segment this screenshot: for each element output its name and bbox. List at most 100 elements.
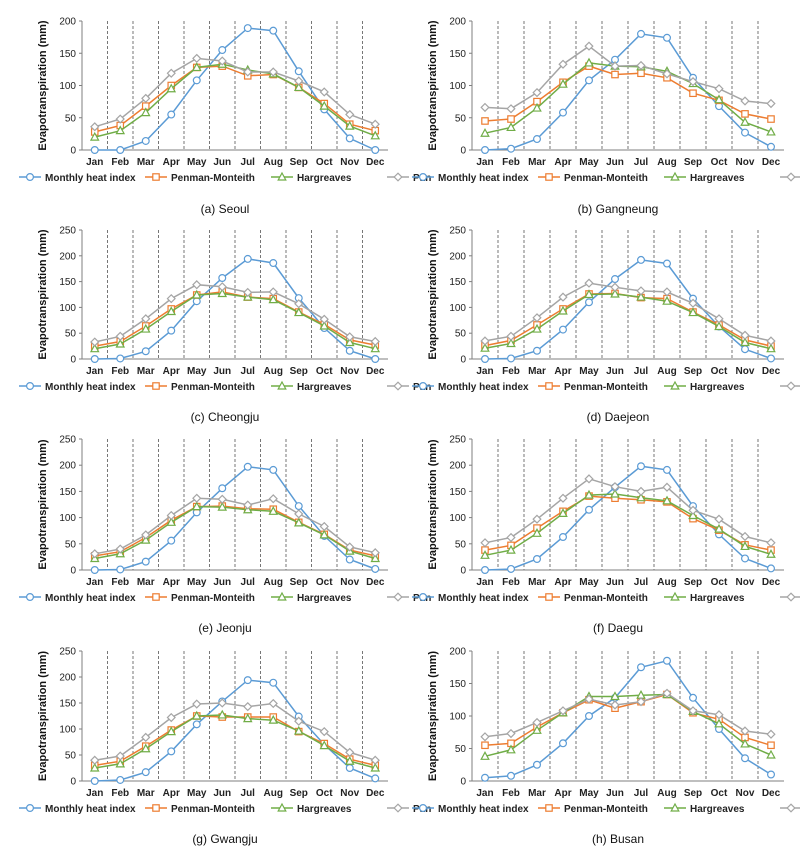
data-point <box>90 755 100 765</box>
data-point <box>345 109 355 120</box>
x-tick-label: Nov <box>736 577 755 588</box>
data-point <box>532 323 542 333</box>
data-point <box>558 706 568 716</box>
data-point <box>166 293 176 304</box>
data-point <box>636 462 645 471</box>
y-tick-label: 200 <box>59 17 76 28</box>
data-point <box>507 771 516 780</box>
data-point <box>506 728 516 739</box>
legend-label: Monthly heat index <box>45 804 136 815</box>
x-tick-label: Jul <box>634 366 649 377</box>
data-point <box>141 732 151 742</box>
data-point <box>116 354 125 363</box>
x-tick-label: May <box>187 157 207 168</box>
data-point <box>532 102 542 112</box>
legend-marker <box>786 172 796 182</box>
data-point <box>636 492 646 502</box>
data-point <box>584 57 594 67</box>
data-point <box>610 288 620 298</box>
data-point <box>766 564 775 573</box>
data-point <box>217 56 227 66</box>
y-tick-label: 50 <box>455 744 467 755</box>
x-tick-label: Feb <box>111 366 129 377</box>
data-point <box>507 115 515 123</box>
data-point <box>90 122 100 132</box>
data-point <box>610 275 619 284</box>
x-tick-label: Feb <box>502 157 520 168</box>
y-tick-label: 150 <box>59 487 76 498</box>
data-point <box>636 29 645 38</box>
data-point <box>191 710 202 720</box>
data-point <box>345 542 355 552</box>
x-tick-label: Jul <box>241 788 256 799</box>
chart-panel: 0 50 100 150 200 250 Jan Feb Mar Apr May Jun Jul Aug S… <box>412 226 800 424</box>
y-axis-title: Evapotranspiration (mm) <box>427 439 439 570</box>
data-point <box>688 706 698 716</box>
y-tick-label: 0 <box>70 146 76 157</box>
data-point <box>506 338 516 348</box>
data-point <box>294 299 304 309</box>
data-point <box>167 747 176 756</box>
data-point <box>766 770 775 779</box>
data-point <box>217 698 227 708</box>
x-tick-label: Apr <box>554 366 571 377</box>
data-point <box>242 713 253 723</box>
legend-label: Hargreaves <box>297 382 352 393</box>
legend-marker <box>670 802 680 812</box>
data-point <box>610 700 620 710</box>
x-tick-label: Oct <box>316 788 333 799</box>
legend-marker <box>393 172 403 182</box>
data-point <box>90 146 99 155</box>
data-point <box>584 298 593 307</box>
x-tick-label: Dec <box>366 366 385 377</box>
data-point <box>740 738 750 748</box>
data-point <box>532 313 542 323</box>
x-tick-label: Apr <box>163 157 180 168</box>
x-tick-label: Feb <box>502 366 520 377</box>
legend-marker <box>670 171 680 181</box>
y-tick-label: 200 <box>449 461 466 472</box>
x-tick-label: Dec <box>366 788 385 799</box>
data-point <box>584 505 593 514</box>
data-point <box>766 336 776 346</box>
data-point <box>140 743 151 753</box>
x-tick-label: Aug <box>264 788 283 799</box>
data-point <box>558 508 568 518</box>
y-tick-label: 0 <box>70 566 76 577</box>
data-point <box>662 465 671 474</box>
data-point <box>532 528 542 537</box>
data-point <box>714 314 724 324</box>
legend-label: Hargreaves <box>297 593 352 604</box>
data-point <box>532 135 541 144</box>
data-point <box>740 541 750 551</box>
data-point <box>481 773 490 782</box>
chart-caption: (d) Daejeon <box>587 410 650 424</box>
legend-label: Monthly heat index <box>45 593 136 604</box>
legend-label: Penman-Monteith <box>171 382 255 393</box>
x-tick-label: Jul <box>634 157 649 168</box>
x-tick-label: Jan <box>476 788 493 799</box>
series-line <box>94 283 376 343</box>
y-tick-label: 200 <box>449 647 466 658</box>
data-point <box>636 663 645 672</box>
data-point <box>506 544 516 554</box>
data-point <box>662 69 672 79</box>
x-tick-label: Jan <box>476 157 493 168</box>
data-point <box>371 774 380 783</box>
data-point <box>268 698 278 709</box>
data-point <box>532 87 542 98</box>
data-point <box>115 125 126 135</box>
data-point <box>141 314 151 324</box>
y-tick-label: 100 <box>59 725 76 736</box>
legend-marker <box>545 804 553 812</box>
y-tick-label: 100 <box>449 712 466 723</box>
data-point <box>141 93 151 104</box>
chart-panel: 0 50 100 150 200 250 Jan Feb Mar Apr May Jun Jul Aug S… <box>19 226 431 424</box>
x-tick-label: Dec <box>762 157 781 168</box>
series-line <box>94 258 376 360</box>
data-point <box>766 126 776 136</box>
legend-marker <box>26 592 35 601</box>
data-point <box>166 712 176 723</box>
data-point <box>480 336 490 346</box>
x-tick-label: Jan <box>476 577 493 588</box>
